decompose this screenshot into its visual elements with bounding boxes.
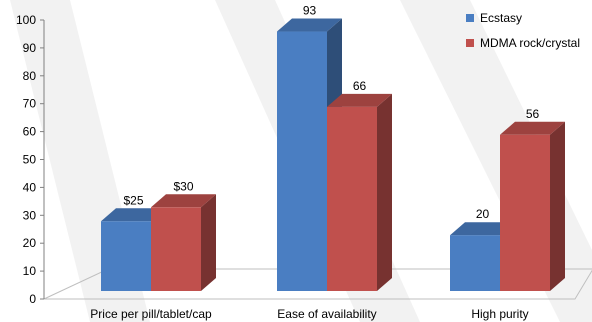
- chart-floor: [43, 268, 592, 300]
- y-tick-label: 40: [23, 180, 37, 194]
- chart-legend: Ecstasy MDMA rock/crystal: [466, 10, 580, 60]
- y-tick-label: 100: [16, 13, 36, 27]
- bar-top-ecstasy: [450, 222, 515, 236]
- data-label: 20: [476, 207, 490, 221]
- bar-side-mdma-rock-crystal: [377, 93, 392, 291]
- bar-ecstasy-0: [101, 221, 151, 291]
- bar-top-mdma-rock-crystal: [327, 93, 392, 107]
- bar-top-ecstasy: [101, 208, 166, 222]
- legend-label-ecstasy: Ecstasy: [480, 11, 523, 25]
- x-tick-label: Ease of availability: [277, 307, 376, 321]
- bar-top-mdma-rock-crystal: [500, 121, 565, 135]
- y-tick-label: 90: [23, 41, 37, 55]
- y-tick-label: 20: [23, 236, 37, 250]
- legend-label-mdma: MDMA rock/crystal: [480, 36, 581, 50]
- legend-item-ecstasy: Ecstasy: [466, 10, 580, 26]
- legend-swatch-ecstasy: [466, 14, 474, 22]
- bar-side-mdma-rock-crystal: [550, 121, 565, 291]
- data-label: $25: [123, 193, 143, 207]
- bar-mdma-rock-crystal-2: [500, 134, 550, 291]
- data-label: 56: [526, 107, 540, 121]
- data-label: $30: [173, 179, 193, 193]
- x-tick-label: High purity: [471, 307, 528, 321]
- y-tick-label: 60: [23, 125, 37, 139]
- bar-mdma-rock-crystal-1: [327, 106, 377, 291]
- y-tick-label: 10: [23, 264, 37, 278]
- bar-ecstasy-1: [277, 31, 327, 292]
- data-label: 93: [303, 4, 317, 18]
- bar-mdma-rock-crystal-0: [151, 207, 201, 291]
- y-tick-label: 70: [23, 97, 37, 111]
- bar-top-ecstasy: [277, 18, 342, 32]
- y-tick-label: 30: [23, 208, 37, 222]
- bar-ecstasy-2: [450, 235, 500, 291]
- legend-swatch-mdma: [466, 39, 474, 47]
- data-label: 66: [353, 79, 367, 93]
- x-tick-label: Price per pill/tablet/cap: [90, 307, 212, 321]
- y-tick-label: 80: [23, 69, 37, 83]
- legend-item-mdma: MDMA rock/crystal: [466, 35, 580, 51]
- y-tick-label: 0: [29, 292, 36, 306]
- y-tick-label: 50: [23, 153, 37, 167]
- bar-top-mdma-rock-crystal: [151, 194, 216, 208]
- bar-side-mdma-rock-crystal: [201, 194, 216, 291]
